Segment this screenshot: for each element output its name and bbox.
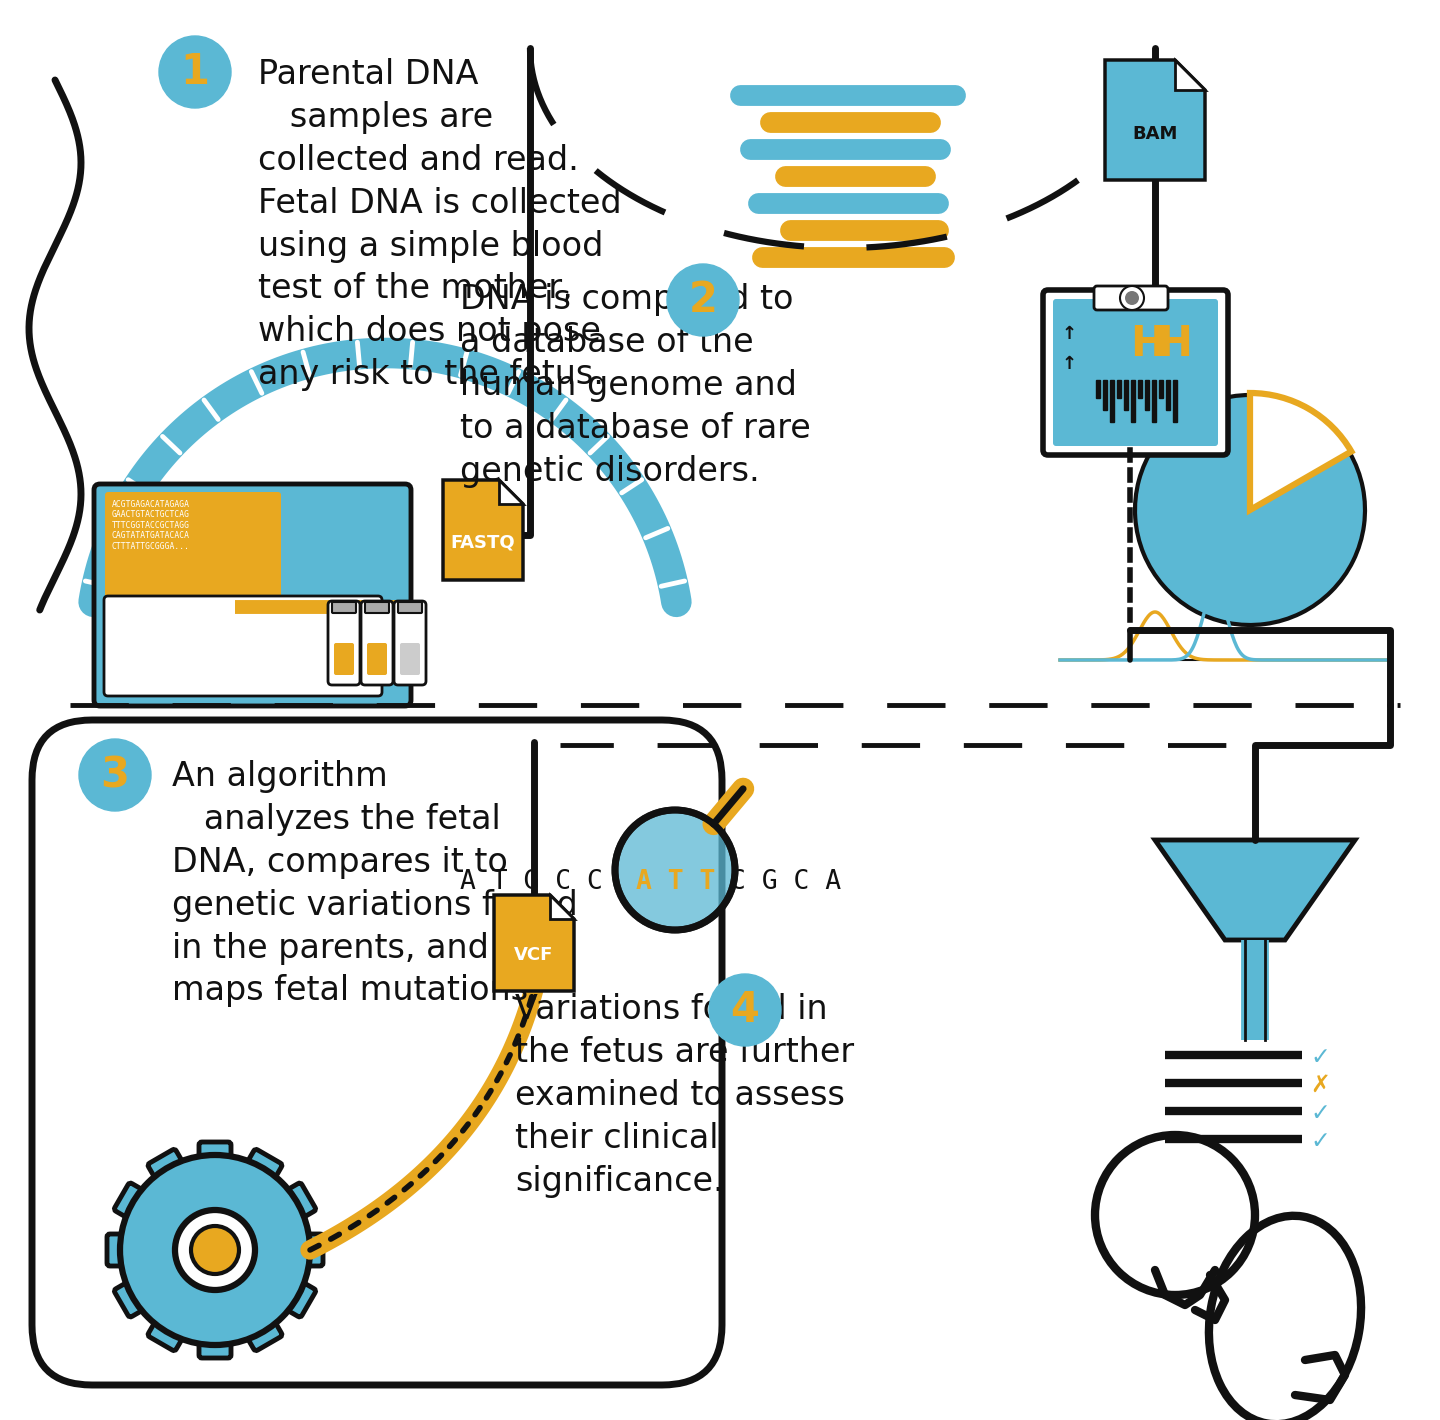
FancyBboxPatch shape (107, 1234, 132, 1267)
FancyBboxPatch shape (1094, 285, 1168, 310)
Text: VCF: VCF (514, 946, 554, 964)
Text: ✓: ✓ (1310, 1045, 1329, 1069)
Polygon shape (1104, 60, 1205, 180)
Text: 3: 3 (101, 754, 130, 797)
Polygon shape (444, 480, 523, 579)
Bar (1117, 381, 1120, 398)
Wedge shape (1135, 395, 1365, 625)
Bar (1096, 381, 1100, 398)
Text: ✓: ✓ (1310, 1100, 1329, 1125)
Text: DNA is compared to
a database of the
human genome and
to a database of rare
gene: DNA is compared to a database of the hum… (459, 283, 811, 487)
FancyBboxPatch shape (279, 1278, 315, 1316)
Text: BAM: BAM (1132, 125, 1178, 143)
Wedge shape (1250, 393, 1351, 510)
Bar (1152, 381, 1156, 422)
FancyBboxPatch shape (148, 1314, 187, 1350)
Text: FASTQ: FASTQ (451, 532, 516, 551)
FancyBboxPatch shape (148, 1149, 187, 1186)
Text: ✓: ✓ (1310, 1129, 1329, 1153)
Circle shape (176, 1210, 255, 1289)
Circle shape (1125, 291, 1139, 305)
FancyBboxPatch shape (397, 602, 422, 613)
Polygon shape (1175, 60, 1205, 89)
Circle shape (192, 1225, 239, 1274)
Bar (1174, 381, 1176, 422)
Circle shape (615, 809, 734, 930)
Text: H: H (1158, 322, 1192, 365)
Text: Parental DNA
   samples are
collected and read.
Fetal DNA is collected
using a s: Parental DNA samples are collected and r… (258, 58, 622, 391)
Bar (1166, 381, 1169, 410)
Text: H: H (1130, 322, 1165, 365)
FancyBboxPatch shape (199, 1142, 230, 1169)
FancyBboxPatch shape (297, 1234, 323, 1267)
Polygon shape (1155, 841, 1355, 940)
Text: A T T: A T T (636, 869, 716, 895)
FancyBboxPatch shape (104, 596, 382, 696)
FancyBboxPatch shape (279, 1183, 315, 1221)
Circle shape (667, 264, 739, 337)
Bar (1159, 381, 1164, 398)
Polygon shape (500, 480, 523, 504)
Polygon shape (494, 895, 575, 991)
Text: 2: 2 (688, 278, 717, 321)
FancyBboxPatch shape (400, 643, 420, 674)
Bar (1110, 381, 1115, 422)
Text: 4: 4 (730, 988, 759, 1031)
FancyBboxPatch shape (114, 1278, 151, 1316)
FancyBboxPatch shape (334, 643, 354, 674)
FancyBboxPatch shape (364, 602, 389, 613)
Bar (1130, 381, 1135, 422)
Polygon shape (550, 895, 575, 919)
FancyBboxPatch shape (199, 1332, 230, 1358)
Circle shape (120, 1154, 310, 1345)
Text: ✗: ✗ (1310, 1074, 1329, 1098)
FancyBboxPatch shape (1053, 300, 1218, 446)
FancyBboxPatch shape (1043, 290, 1228, 454)
Text: Variations found in
the fetus are further
examined to assess
their clinical
sign: Variations found in the fetus are furthe… (516, 993, 854, 1197)
Text: A T G C C: A T G C C (459, 869, 603, 895)
FancyBboxPatch shape (94, 484, 410, 706)
FancyBboxPatch shape (328, 601, 360, 684)
FancyBboxPatch shape (367, 643, 387, 674)
Bar (1138, 381, 1142, 398)
Circle shape (158, 36, 230, 108)
Text: ↑: ↑ (1063, 325, 1077, 344)
Circle shape (79, 738, 151, 811)
FancyBboxPatch shape (105, 491, 281, 606)
Text: 1: 1 (180, 51, 209, 92)
FancyBboxPatch shape (333, 602, 356, 613)
FancyBboxPatch shape (395, 601, 426, 684)
Bar (1103, 381, 1107, 410)
Bar (1145, 381, 1149, 410)
Circle shape (1120, 285, 1143, 310)
Circle shape (708, 974, 780, 1047)
FancyBboxPatch shape (361, 601, 393, 684)
Text: An algorithm
   analyzes the fetal
DNA, compares it to
genetic variations found
: An algorithm analyzes the fetal DNA, com… (171, 760, 577, 1007)
Text: ↑: ↑ (1063, 355, 1077, 373)
FancyBboxPatch shape (114, 1183, 151, 1221)
Bar (1125, 381, 1128, 410)
FancyBboxPatch shape (243, 1149, 282, 1186)
FancyBboxPatch shape (243, 1314, 282, 1350)
Text: ACGTGAGACATAGAGA
GAACTGTACTGCTCAG
TTTCGGTACCGCTAGG
CAGTATATGATACACA
CTTTATTGCGGG: ACGTGAGACATAGAGA GAACTGTACTGCTCAG TTTCGG… (112, 500, 190, 551)
Text: C G C A: C G C A (730, 869, 841, 895)
